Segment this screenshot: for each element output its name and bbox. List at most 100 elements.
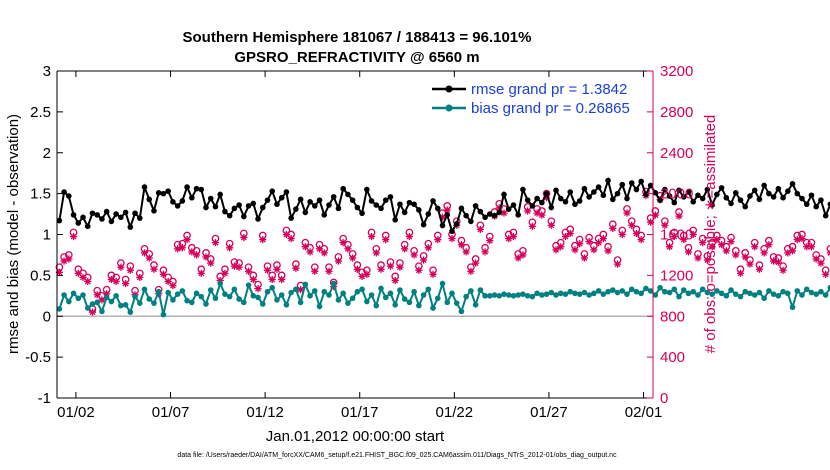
rmse-point — [785, 188, 791, 194]
assimilated-obs-marker — [722, 247, 730, 255]
bias-point — [453, 300, 460, 306]
rmse-point — [543, 190, 550, 197]
bias-point — [487, 293, 493, 299]
assimilated-obs-marker — [273, 265, 281, 273]
x-tick-label: 01/27 — [530, 404, 568, 421]
assimilated-markers-layer — [55, 192, 830, 316]
bias-point — [714, 288, 720, 294]
rmse-point — [392, 216, 399, 223]
rmse-point — [652, 190, 659, 196]
y2-tick-label: 2800 — [660, 104, 693, 121]
assimilated-obs-marker — [774, 258, 782, 266]
assimilated-obs-marker — [699, 239, 707, 247]
assimilated-obs-marker — [344, 245, 352, 253]
rmse-point — [416, 207, 422, 213]
rmse-point — [151, 207, 157, 214]
y-tick-label: 1.5 — [30, 186, 51, 203]
bias-point — [742, 288, 749, 295]
bias-point — [737, 293, 744, 300]
assimilated-obs-marker — [788, 247, 797, 255]
assimilated-obs-marker — [590, 246, 598, 254]
bias-point — [638, 290, 644, 297]
assimilated-obs-marker — [798, 234, 806, 243]
assimilated-obs-marker — [145, 254, 153, 262]
bias-point — [401, 296, 408, 302]
rmse-point — [803, 201, 810, 208]
bias-point — [378, 285, 384, 292]
assimilated-obs-marker — [339, 239, 347, 247]
axes-layer: -1 -0.5 0 0.5 1 1.5 2 2.5 3 0 400 800 1200 1600 2000 24… — [25, 63, 693, 421]
assimilated-obs-marker — [174, 245, 182, 253]
rmse-point — [586, 194, 592, 200]
bias-point — [113, 293, 119, 299]
rmse-point — [297, 196, 304, 203]
bias-point — [118, 302, 124, 309]
assimilated-obs-marker — [415, 266, 423, 274]
bias-point — [818, 288, 824, 295]
bias-point — [439, 280, 446, 287]
rmse-point — [146, 196, 153, 203]
y2-tick-label: 2000 — [660, 186, 693, 203]
bias-point — [250, 293, 257, 299]
rmse-point — [662, 186, 668, 193]
assimilated-obs-marker — [396, 263, 404, 271]
assimilated-obs-marker — [74, 269, 82, 277]
assimilated-obs-marker — [240, 233, 248, 242]
bias-point — [605, 288, 611, 295]
rmse-point — [520, 186, 526, 193]
rmse-point — [576, 198, 583, 204]
bias-point — [368, 292, 375, 298]
rmse-point — [302, 209, 309, 216]
bias-point — [189, 299, 195, 306]
assimilated-obs-marker — [741, 253, 749, 261]
rmse-point — [255, 216, 261, 222]
rmse-point — [799, 195, 805, 202]
rmse-point — [458, 205, 465, 212]
bias-point — [207, 287, 214, 293]
assimilated-obs-marker — [386, 262, 395, 270]
bias-point — [704, 289, 711, 296]
y2-tick-label: 400 — [660, 349, 685, 366]
assimilated-obs-marker — [315, 245, 324, 253]
rmse-point — [581, 185, 588, 192]
bias-point — [529, 293, 536, 300]
assimilated-obs-marker — [254, 285, 262, 293]
bias-point — [99, 308, 105, 315]
rmse-point — [141, 184, 148, 190]
bias-point — [359, 286, 365, 293]
assimilated-obs-marker — [561, 232, 570, 241]
bias-point — [392, 302, 399, 308]
rmse-point — [695, 192, 701, 199]
bias-point — [662, 288, 668, 295]
rmse-point — [671, 199, 678, 206]
rmse-point — [444, 212, 451, 218]
bias-point — [444, 299, 451, 306]
rmse-point — [288, 215, 294, 221]
bias-point — [255, 294, 261, 301]
possible-obs-marker — [826, 244, 830, 253]
rmse-point — [170, 199, 176, 205]
bias-point — [652, 292, 659, 298]
rmse-point — [236, 202, 242, 208]
assimilated-obs-marker — [779, 266, 787, 274]
rmse-point — [75, 220, 82, 226]
rmse-point — [808, 192, 815, 199]
y-tick-label: 1 — [43, 227, 51, 244]
bias-point — [766, 288, 772, 294]
bias-point — [505, 292, 512, 298]
bias-point — [624, 291, 630, 297]
bias-point — [770, 291, 777, 297]
assimilated-obs-marker — [391, 276, 399, 285]
rmse-point — [818, 197, 824, 203]
assimilated-obs-marker — [188, 248, 196, 256]
rmse-point — [103, 208, 110, 215]
rmse-point — [203, 204, 209, 211]
assimilated-obs-marker — [221, 269, 229, 277]
assimilated-obs-marker — [192, 251, 201, 259]
bias-point — [718, 290, 725, 297]
bias-point — [732, 291, 739, 297]
rmse-point — [609, 196, 616, 203]
rmse-point — [401, 209, 408, 216]
assimilated-obs-marker — [282, 230, 291, 239]
assimilated-obs-marker — [363, 270, 371, 278]
